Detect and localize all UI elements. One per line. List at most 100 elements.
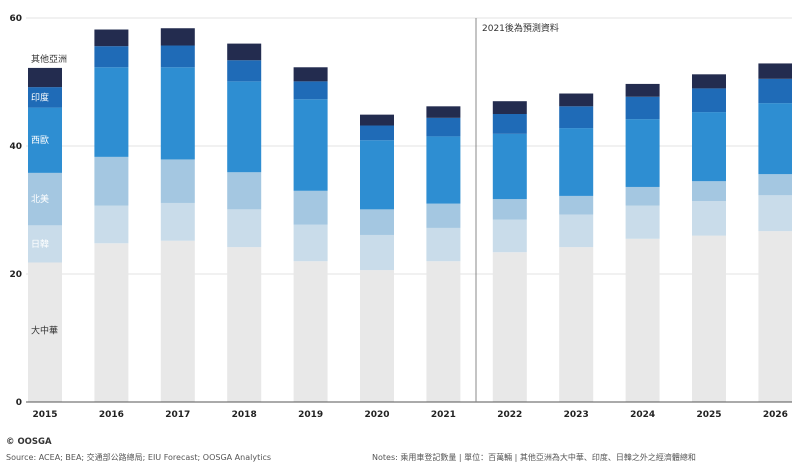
bar-segment [360,209,394,235]
bar-segment [360,270,394,402]
bar-segment [492,219,527,253]
series-label: 其他亞洲 [31,53,67,65]
y-tick-label: 60 [9,14,22,24]
bar-segment [692,181,726,202]
bar-segment [758,103,792,175]
bar-segment [28,225,62,263]
bar-segment [293,99,328,191]
x-tick-label: 2015 [32,410,57,420]
series-label: 日韓 [31,239,49,250]
bar-segment [492,199,527,220]
bar-segment [360,140,394,210]
bar-segment [625,205,660,239]
bar-segment [758,78,792,104]
x-tick-label: 2024 [630,410,655,420]
footer-brand: © OOSGA [6,437,52,447]
bar-segment [227,209,262,248]
bar-segment [426,136,461,204]
bar-segment [160,28,195,46]
bar-segment [559,247,594,402]
series-label: 西歐 [31,134,49,146]
bars [28,28,792,402]
bar-segment [227,43,262,61]
bar-segment [160,159,195,203]
bar-segment [559,195,594,215]
bar-segment [692,235,726,402]
series-label: 北美 [31,193,49,205]
bar-segment [293,190,328,225]
bar-segment [625,83,660,97]
bar-segment [293,261,328,402]
bar-segment [426,106,461,118]
segment-labels: 大中華 日韓 北美 西歐 印度 其他亞洲 [31,53,67,336]
bar-segment [293,224,328,262]
bar-segment [227,172,262,210]
y-tick-label: 20 [9,270,22,280]
bar-segment [360,125,394,141]
bar-segment [625,96,660,120]
bar-segment [94,67,129,157]
series-label: 大中華 [31,324,58,336]
bar-segment [492,252,527,402]
axes: 0 20 40 60 2015 2016 2017 2018 2019 2020 2021 2022 2… [9,14,792,420]
x-tick-label: 2025 [696,410,721,420]
bar-segment [360,114,394,126]
bar-segment [625,238,660,402]
y-tick-label: 40 [9,142,22,152]
gridlines [26,17,792,275]
footer-notes: Notes: 乘用車登記數量 | 單位：百萬輛 | 其他亞洲為大中華、印度、日韓… [372,453,696,462]
bar-segment [758,174,792,196]
bar-segment [160,202,195,241]
bar-segment [559,214,594,248]
bar-segment [559,128,594,196]
bar-segment [227,60,262,82]
bar-segment [293,67,328,82]
bar-segment [94,29,129,47]
bar-segment [625,186,660,206]
bar-segment [360,234,394,271]
bar-segment [426,227,461,262]
bar-segment [94,156,129,206]
x-tick-label: 2020 [364,410,389,420]
series-label: 印度 [31,91,49,103]
bar-segment [692,112,726,182]
bar-segment [758,63,792,79]
x-tick-label: 2018 [232,410,257,420]
bar-segment [492,133,527,200]
bar-segment [758,231,792,402]
bar-segment [28,262,62,402]
bar-segment [28,67,62,88]
bar-segment [293,81,328,100]
bar-segment [426,261,461,402]
bar-segment [94,205,129,244]
x-tick-label: 2017 [165,410,190,420]
bar-segment [426,117,461,137]
bar-segment [160,45,195,68]
bar-segment [492,101,527,114]
x-tick-label: 2019 [298,410,323,420]
bar-segment [94,46,129,68]
bar-segment [227,81,262,173]
bar-segment [692,88,726,113]
bar-segment [94,243,129,402]
x-tick-label: 2026 [763,410,788,420]
bar-segment [692,201,726,236]
bar-segment [227,247,262,402]
bar-segment [692,74,726,89]
bar-segment [28,87,62,108]
y-tick-label: 0 [16,398,22,408]
x-tick-label: 2022 [497,410,522,420]
bar-segment [559,93,594,107]
bar-segment [492,114,527,134]
bar-segment [625,119,660,187]
bar-segment [426,203,461,228]
x-tick-label: 2023 [564,410,589,420]
forecast-annotation: 2021後為預測資料 [482,22,559,34]
bar-segment [758,195,792,232]
bar-segment [160,240,195,402]
x-tick-label: 2016 [99,410,124,420]
x-tick-label: 2021 [431,410,456,420]
bar-segment [28,107,62,173]
bar-segment [28,172,62,226]
